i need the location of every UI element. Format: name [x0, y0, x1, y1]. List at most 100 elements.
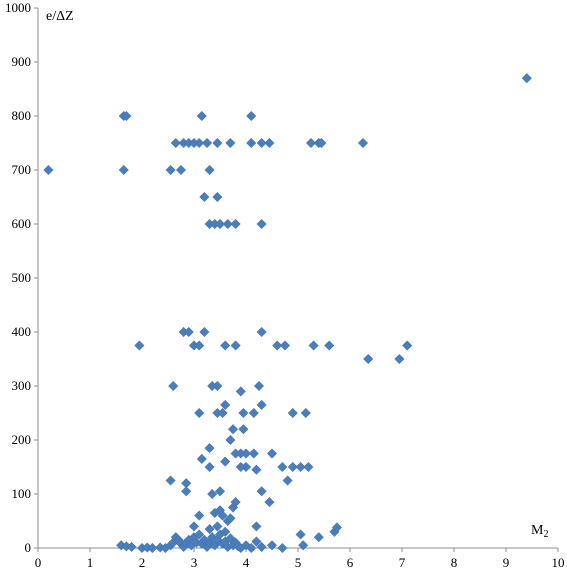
data-point [194, 407, 205, 419]
y-tick-label: 500 [12, 270, 32, 285]
data-point [298, 540, 309, 551]
data-point [272, 340, 283, 351]
data-point [225, 137, 236, 149]
data-point [251, 521, 262, 532]
data-point [170, 137, 181, 149]
data-point [121, 110, 132, 122]
data-point [394, 353, 405, 365]
data-point [313, 532, 324, 543]
data-point [214, 218, 226, 230]
data-point [238, 424, 249, 435]
x-tick-label: 10 [552, 555, 565, 570]
y-tick-label: 100 [12, 486, 32, 501]
data-point [256, 399, 267, 410]
data-point [266, 448, 278, 459]
data-point [194, 340, 205, 351]
data-point [287, 461, 298, 473]
data-point [248, 448, 259, 459]
data-point [204, 461, 215, 473]
data-point [134, 340, 145, 351]
data-point [253, 380, 265, 392]
data-point [324, 340, 335, 351]
data-point [264, 497, 275, 508]
y-tick-label: 400 [12, 324, 32, 339]
data-point [147, 542, 158, 554]
data-point [214, 486, 226, 497]
data-point [246, 137, 257, 149]
data-point [230, 340, 241, 351]
data-point [183, 326, 194, 338]
data-point [227, 502, 239, 513]
x-tick-label: 8 [451, 555, 458, 570]
data-point [256, 486, 267, 497]
data-point [194, 510, 205, 521]
data-point [282, 475, 293, 486]
data-point [331, 522, 343, 533]
data-point [217, 510, 228, 521]
data-point [287, 407, 298, 419]
axes [34, 7, 559, 552]
data-point [235, 386, 246, 397]
x-axis-label: M2 [531, 523, 548, 540]
data-point [264, 137, 275, 149]
data-point [220, 456, 231, 467]
data-point [305, 137, 317, 149]
x-axis-label-subscript: 2 [543, 529, 548, 540]
data-point [256, 326, 267, 338]
data-point [181, 486, 192, 497]
data-point [212, 137, 223, 149]
y-tick-label: 0 [25, 540, 32, 555]
data-point [246, 110, 257, 122]
x-axis-label-main: M [531, 523, 544, 538]
data-point [240, 448, 252, 459]
x-tick-label: 6 [347, 555, 354, 570]
data-point [235, 461, 246, 473]
data-point [402, 340, 413, 351]
data-point [357, 137, 369, 149]
tick-labels: 0 100 200 300 400 500 600 700 800 900 1000 0 1 2 3 4 5 6 7… [5, 0, 565, 570]
x-tick-label: 1 [87, 555, 94, 570]
data-point [251, 536, 262, 547]
data-point [279, 340, 291, 351]
data-point [212, 521, 223, 532]
y-axis-label: e/ΔZ [46, 9, 74, 24]
data-point [196, 110, 207, 122]
y-tick-label: 600 [12, 216, 32, 231]
x-tick-label: 5 [295, 555, 302, 570]
data-point [256, 137, 267, 149]
data-point [201, 137, 213, 149]
data-point [43, 164, 54, 176]
data-point [227, 424, 239, 435]
data-point [308, 340, 319, 351]
data-point [199, 191, 210, 203]
y-tick-label: 800 [12, 108, 32, 123]
data-point [256, 218, 267, 230]
data-point [214, 529, 226, 540]
x-tick-label: 3 [191, 555, 198, 570]
data-point [316, 137, 327, 149]
data-point [194, 529, 205, 540]
data-point [240, 540, 252, 551]
data-point [521, 73, 532, 84]
data-point [238, 407, 249, 419]
y-tick-label: 900 [12, 54, 32, 69]
data-point [165, 164, 176, 176]
x-tick-label: 0 [35, 555, 42, 570]
data-point [204, 524, 215, 535]
data-point [207, 488, 218, 500]
x-tick-label: 4 [243, 555, 250, 570]
data-point [295, 461, 306, 473]
data-point [220, 399, 231, 410]
data-point [222, 218, 233, 230]
data-point [212, 191, 223, 203]
data-point [303, 461, 314, 473]
x-tick-label: 7 [399, 555, 406, 570]
data-point [256, 541, 267, 553]
data-point [295, 529, 306, 540]
data-point [251, 464, 262, 475]
x-tick-label: 2 [139, 555, 146, 570]
data-points [43, 73, 532, 554]
data-point [363, 353, 374, 365]
